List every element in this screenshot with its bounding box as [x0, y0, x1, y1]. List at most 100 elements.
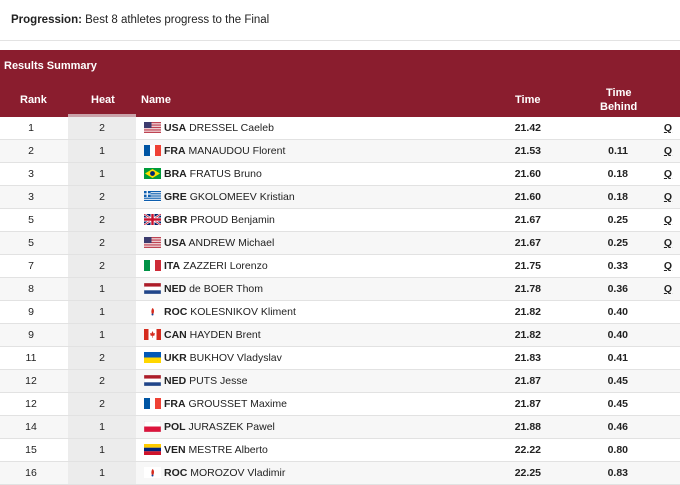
heat-cell: 2 [99, 352, 105, 364]
heat-cell-bg [68, 163, 136, 185]
heat-cell-bg [68, 439, 136, 461]
athlete-name[interactable]: MANAUDOU Florent [188, 145, 286, 157]
athlete-name[interactable]: PUTS Jesse [189, 375, 248, 387]
heat-cell: 1 [99, 444, 105, 456]
table-row: 15 1 VEN MESTRE Alberto 22.22 0.80 [0, 439, 680, 462]
divider [0, 40, 680, 41]
time-behind-cell: 0.45 [607, 398, 628, 410]
athlete-name[interactable]: GKOLOMEEV Kristian [189, 191, 295, 203]
rank-cell: 3 [28, 168, 34, 180]
athlete-cell[interactable]: UKR BUKHOV Vladyslav [144, 352, 282, 364]
athlete-cell[interactable]: ITA ZAZZERI Lorenzo [144, 260, 268, 272]
athlete-cell[interactable]: USA DRESSEL Caeleb [144, 122, 274, 134]
noc-code: USA [164, 237, 187, 249]
column-header-name[interactable]: Name [141, 94, 171, 106]
heat-column-indicator [68, 114, 136, 117]
table-row: 14 1 POL JURASZEK Pawel 21.88 0.46 [0, 416, 680, 439]
qualification-mark[interactable]: Q [663, 168, 673, 180]
table-row: 8 1 NED de BOER Thom 21.78 0.36 Q [0, 278, 680, 301]
heat-cell-bg [68, 255, 136, 277]
athlete-name[interactable]: ANDREW Michael [188, 237, 275, 249]
qualification-mark[interactable]: Q [663, 237, 673, 249]
qualification-mark[interactable]: Q [663, 283, 673, 295]
rank-cell: 15 [25, 444, 37, 456]
rank-cell: 12 [25, 375, 37, 387]
time-cell: 21.75 [514, 260, 541, 272]
noc-code: GBR [164, 214, 188, 226]
athlete-cell[interactable]: BRA FRATUS Bruno [144, 168, 262, 180]
qualification-mark[interactable]: Q [663, 145, 673, 157]
table-row: 12 2 FRA GROUSSET Maxime 21.87 0.45 [0, 393, 680, 416]
athlete-name[interactable]: PROUD Benjamin [190, 214, 275, 226]
heat-cell-bg [68, 117, 136, 139]
heat-cell-bg [68, 232, 136, 254]
time-cell: 22.25 [514, 467, 541, 479]
qualification-mark[interactable]: Q [663, 191, 673, 203]
column-header-time-behind-2[interactable]: Behind [600, 101, 638, 113]
usa-flag-icon [144, 237, 161, 248]
time-behind-cell: 0.41 [607, 352, 628, 364]
heat-cell-bg [68, 393, 136, 415]
athlete-cell[interactable]: ROC MOROZOV Vladimir [144, 467, 285, 479]
athlete-name[interactable]: HAYDEN Brent [189, 329, 261, 341]
athlete-name[interactable]: de BOER Thom [189, 283, 264, 295]
athlete-cell[interactable]: POL JURASZEK Pawel [143, 420, 275, 433]
athlete-name[interactable]: BUKHOV Vladyslav [189, 352, 282, 364]
noc-code: BRA [164, 168, 187, 180]
ita-flag-icon [144, 260, 161, 271]
rank-cell: 7 [28, 260, 34, 272]
time-behind-cell: 0.18 [607, 168, 628, 180]
heat-cell-bg [68, 347, 136, 369]
athlete-name[interactable]: ZAZZERI Lorenzo [183, 260, 268, 272]
qualification-mark[interactable]: Q [663, 214, 673, 226]
noc-code: FRA [164, 398, 186, 410]
noc-code: FRA [164, 145, 186, 157]
athlete-cell[interactable]: GRE GKOLOMEEV Kristian [144, 191, 295, 203]
heat-cell: 1 [99, 467, 105, 479]
table-row: 2 1 FRA MANAUDOU Florent 21.53 0.11 Q [0, 140, 680, 163]
column-header-time-behind-1[interactable]: Time [606, 87, 632, 99]
athlete-cell[interactable]: USA ANDREW Michael [144, 237, 274, 249]
athlete-name[interactable]: KOLESNIKOV Kliment [190, 306, 296, 318]
column-header-time[interactable]: Time [515, 94, 541, 106]
column-header-heat[interactable]: Heat [91, 94, 115, 106]
athlete-name[interactable]: MOROZOV Vladimir [190, 467, 286, 479]
qualification-mark[interactable]: Q [663, 122, 673, 134]
table-row: 1 2 USA DRESSEL Caeleb 21.42 Q [0, 117, 680, 140]
athlete-cell[interactable]: NED de BOER Thom [143, 282, 264, 295]
results-table: 1 2 USA DRESSEL Caeleb 21.42 Q 2 1 FRA M… [0, 117, 680, 485]
roc-flag-icon [144, 467, 161, 478]
athlete-name[interactable]: DRESSEL Caeleb [189, 122, 274, 134]
athlete-cell[interactable]: ROC KOLESNIKOV Kliment [144, 306, 296, 318]
athlete-name[interactable]: JURASZEK Pawel [188, 421, 275, 433]
time-cell: 21.67 [514, 214, 541, 226]
athlete-cell[interactable]: CAN HAYDEN Brent [144, 329, 261, 341]
time-behind-cell: 0.83 [607, 467, 628, 479]
heat-cell-bg [68, 370, 136, 392]
athlete-cell[interactable]: FRA GROUSSET Maxime [144, 398, 287, 410]
heat-cell: 1 [99, 283, 105, 295]
time-cell: 21.53 [514, 145, 541, 157]
time-behind-cell: 0.11 [608, 145, 628, 157]
time-behind-cell: 0.18 [607, 191, 628, 203]
noc-code: POL [164, 421, 186, 433]
athlete-name[interactable]: MESTRE Alberto [188, 444, 268, 456]
table-row: 12 2 NED PUTS Jesse 21.87 0.45 [0, 370, 680, 393]
athlete-cell[interactable]: GBR PROUD Benjamin [143, 213, 275, 226]
qualification-mark[interactable]: Q [663, 260, 673, 272]
column-header-rank[interactable]: Rank [20, 94, 47, 106]
heat-cell: 2 [99, 214, 105, 226]
heat-cell-bg [68, 140, 136, 162]
athlete-name[interactable]: GROUSSET Maxime [188, 398, 287, 410]
athlete-name[interactable]: FRATUS Bruno [189, 168, 262, 180]
time-behind-cell: 0.36 [607, 283, 628, 295]
athlete-cell[interactable]: VEN MESTRE Alberto [144, 444, 268, 456]
table-row: 9 1 CAN HAYDEN Brent 21.82 0.40 [0, 324, 680, 347]
table-row: 16 1 ROC MOROZOV Vladimir 22.25 0.83 [0, 462, 680, 485]
athlete-cell[interactable]: NED PUTS Jesse [143, 374, 248, 387]
heat-cell-bg [68, 278, 136, 300]
roc-flag-icon [144, 306, 161, 317]
athlete-cell[interactable]: FRA MANAUDOU Florent [144, 145, 285, 157]
time-cell: 21.88 [514, 421, 541, 433]
bra-flag-icon [144, 168, 161, 179]
